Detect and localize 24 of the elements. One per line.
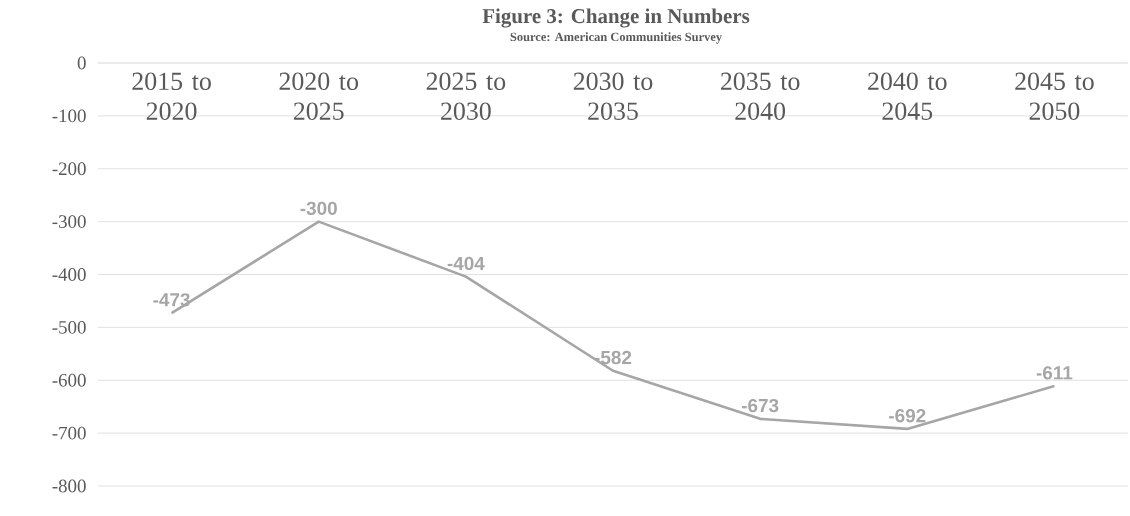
data-label: -611: [1036, 366, 1073, 380]
x-tick-label: 2015 to 2020: [132, 72, 211, 120]
y-tick-label: 0: [77, 56, 86, 70]
y-tick-label: -700: [52, 426, 86, 440]
y-tick-label: -200: [52, 162, 86, 176]
x-tick-label: 2020 to 2025: [279, 72, 359, 120]
data-label: -673: [741, 398, 779, 413]
x-tick-label: 2045 to 2050: [1015, 72, 1094, 120]
data-label: -582: [594, 350, 632, 365]
y-tick-label: -500: [52, 321, 86, 334]
y-tick-label: -400: [52, 268, 86, 281]
y-tick-label: -300: [52, 215, 86, 229]
y-tick-label: -800: [52, 479, 86, 493]
data-label: -692: [889, 408, 926, 423]
data-label: -300: [300, 201, 337, 216]
x-tick-label: 2035 to 2040: [720, 72, 800, 120]
y-tick-label: -600: [52, 373, 86, 387]
x-tick-label: 2025 to 2030: [426, 72, 506, 120]
chart-title: Figure 3: Change in Numbers: [482, 8, 750, 28]
y-tick-label: -100: [52, 109, 86, 123]
chart-subtitle: Source: American Communities Survey: [510, 32, 722, 44]
x-tick-label: 2040 to 2045: [868, 72, 947, 120]
data-label: -404: [447, 256, 485, 271]
x-tick-label: 2030 to 2035: [573, 72, 653, 120]
